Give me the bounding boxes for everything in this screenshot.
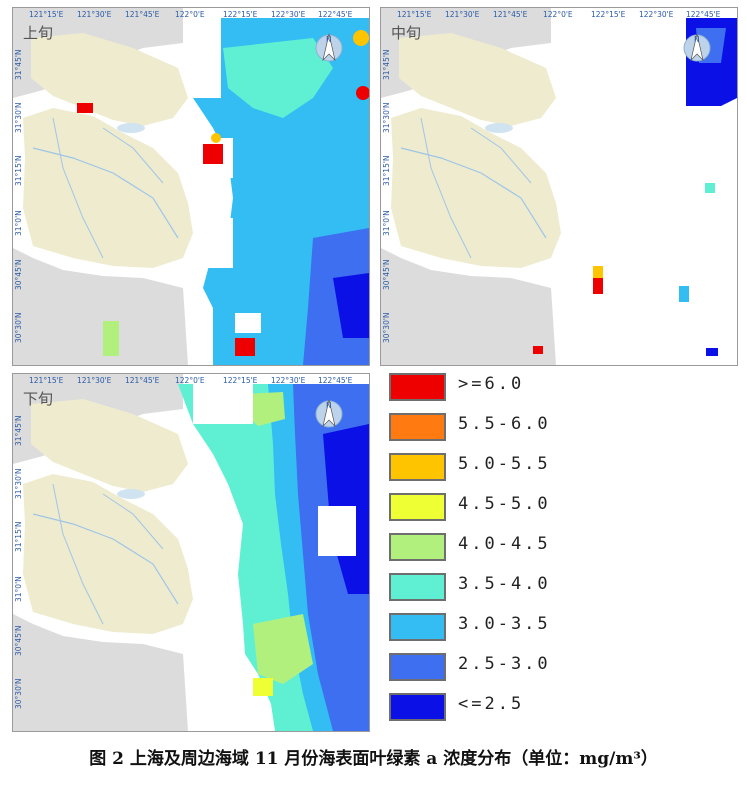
legend-swatch xyxy=(389,453,446,481)
north-label: N xyxy=(694,35,700,44)
lon-ticks: 121°15'E 121°30'E 121°45'E 122°0'E 122°1… xyxy=(397,10,721,19)
lon-tick: 122°15'E xyxy=(591,10,626,19)
lon-tick: 121°45'E xyxy=(493,10,528,19)
lat-tick: 31°15'N xyxy=(382,155,391,186)
legend-swatch xyxy=(389,613,446,641)
map-panel-late: N 121°15'E 121°30'E 121°45'E 122°0'E 122… xyxy=(12,373,370,732)
legend-label: 4.5-5.0 xyxy=(458,494,551,514)
lat-tick: 31°0'N xyxy=(14,576,23,602)
panel-title: 下旬 xyxy=(23,390,53,408)
lon-tick: 122°0'E xyxy=(175,10,205,19)
lon-tick: 122°45'E xyxy=(318,376,353,385)
panel-title: 上旬 xyxy=(23,24,53,42)
legend-item: 4.0-4.5 xyxy=(386,531,741,563)
lat-tick: 31°0'N xyxy=(382,210,391,236)
lon-tick: 121°30'E xyxy=(445,10,480,19)
lat-tick: 30°45'N xyxy=(14,259,23,290)
lon-tick: 122°15'E xyxy=(223,10,258,19)
panel-title: 中旬 xyxy=(391,24,421,42)
lon-ticks: 121°15'E 121°30'E 121°45'E 122°0'E 122°1… xyxy=(29,10,353,19)
legend-label: 5.5-6.0 xyxy=(458,414,551,434)
lon-tick: 121°15'E xyxy=(29,10,64,19)
lon-tick: 121°15'E xyxy=(29,376,64,385)
lat-tick: 30°30'N xyxy=(14,312,23,343)
lon-tick: 121°30'E xyxy=(77,376,112,385)
lon-tick: 122°45'E xyxy=(686,10,721,19)
map-late: N 121°15'E 121°30'E 121°45'E 122°0'E 122… xyxy=(13,374,369,731)
lat-ticks: 31°45'N 31°30'N 31°15'N 31°0'N 30°45'N 3… xyxy=(382,49,391,343)
legend-label: 2.5-3.0 xyxy=(458,654,551,674)
lat-tick: 31°30'N xyxy=(382,102,391,133)
legend-item: 4.5-5.0 xyxy=(386,491,741,523)
legend-swatch xyxy=(389,373,446,401)
lon-tick: 121°15'E xyxy=(397,10,432,19)
lon-tick: 121°30'E xyxy=(77,10,112,19)
lon-tick: 122°45'E xyxy=(318,10,353,19)
lon-ticks: 121°15'E 121°30'E 121°45'E 122°0'E 122°1… xyxy=(29,376,353,385)
lon-tick: 122°30'E xyxy=(271,10,306,19)
lat-tick: 30°30'N xyxy=(382,312,391,343)
lat-tick: 31°45'N xyxy=(382,49,391,80)
legend-label: 3.0-3.5 xyxy=(458,614,551,634)
north-label: N xyxy=(326,401,332,410)
lat-ticks: 31°45'N 31°30'N 31°15'N 31°0'N 30°45'N 3… xyxy=(14,415,23,709)
lon-tick: 122°30'E xyxy=(271,376,306,385)
lat-tick: 31°45'N xyxy=(14,49,23,80)
lat-tick: 31°15'N xyxy=(14,521,23,552)
north-label: N xyxy=(326,35,332,44)
legend-item: 2.5-3.0 xyxy=(386,651,741,683)
lon-tick: 122°0'E xyxy=(543,10,573,19)
lat-tick: 31°30'N xyxy=(14,102,23,133)
legend-item: >=6.0 xyxy=(386,371,741,403)
map-mid: N 121°15'E 121°30'E 121°45'E 122°0'E 122… xyxy=(381,8,737,365)
legend-swatch xyxy=(389,573,446,601)
lat-tick: 31°30'N xyxy=(14,468,23,499)
lon-tick: 121°45'E xyxy=(125,10,160,19)
lat-tick: 30°45'N xyxy=(14,625,23,656)
lat-tick: 30°45'N xyxy=(382,259,391,290)
lat-tick: 31°0'N xyxy=(14,210,23,236)
legend-swatch xyxy=(389,413,446,441)
legend-item: 5.5-6.0 xyxy=(386,411,741,443)
legend-item: 5.0-5.5 xyxy=(386,451,741,483)
legend-label: 4.0-4.5 xyxy=(458,534,551,554)
legend-swatch xyxy=(389,493,446,521)
map-panel-early: N 121°15'E 121°30'E 121°45'E 122°0'E 122… xyxy=(12,7,370,366)
legend-item: 3.5-4.0 xyxy=(386,571,741,603)
legend-label: 5.0-5.5 xyxy=(458,454,551,474)
lat-tick: 31°45'N xyxy=(14,415,23,446)
lon-tick: 122°15'E xyxy=(223,376,258,385)
lon-tick: 122°0'E xyxy=(175,376,205,385)
map-panel-mid: N 121°15'E 121°30'E 121°45'E 122°0'E 122… xyxy=(380,7,738,366)
legend-item: <=2.5 xyxy=(386,691,741,723)
lat-tick: 31°15'N xyxy=(14,155,23,186)
legend-swatch xyxy=(389,533,446,561)
lat-ticks: 31°45'N 31°30'N 31°15'N 31°0'N 30°45'N 3… xyxy=(14,49,23,343)
legend-label: 3.5-4.0 xyxy=(458,574,551,594)
legend-swatch xyxy=(389,693,446,721)
lon-tick: 122°30'E xyxy=(639,10,674,19)
figure-caption: 图 2 上海及周边海域 11 月份海表面叶绿素 a 浓度分布（单位：mg/m³） xyxy=(89,749,658,769)
map-early: N 121°15'E 121°30'E 121°45'E 122°0'E 122… xyxy=(13,8,369,365)
lat-tick: 30°30'N xyxy=(14,678,23,709)
legend-label: <=2.5 xyxy=(458,694,525,714)
legend: >=6.0 5.5-6.0 5.0-5.5 4.5-5.0 4.0-4.5 3.… xyxy=(386,369,741,734)
legend-swatch xyxy=(389,653,446,681)
legend-label: >=6.0 xyxy=(458,374,525,394)
lon-tick: 121°45'E xyxy=(125,376,160,385)
legend-item: 3.0-3.5 xyxy=(386,611,741,643)
